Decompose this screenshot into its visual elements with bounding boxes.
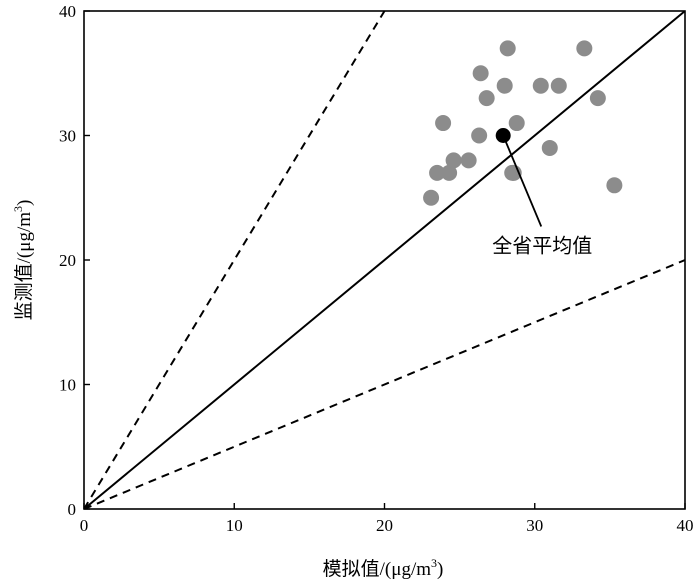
data-point-18 [589,90,606,107]
reference-line-dashed-1 [84,11,386,509]
data-point-8 [478,90,495,107]
highlight-label: 全省平均值 [492,234,592,258]
highlight-point [495,128,511,143]
reference-line-dashed-2 [84,259,685,509]
data-points [423,40,623,206]
x-axis-title: 模拟值/(μg/m3) [323,556,444,580]
data-point-14 [532,77,549,94]
data-point-0 [423,189,440,206]
data-point-15 [541,139,558,156]
data-point-4 [445,152,462,169]
reference-line-solid-0 [84,11,685,509]
data-point-16 [550,77,567,94]
x-tick-label-3: 30 [526,516,543,535]
data-point-3 [441,164,458,181]
data-point-7 [472,65,489,82]
data-point-9 [496,77,513,94]
x-tick-label-0: 0 [80,516,89,535]
x-tick-label-1: 10 [226,516,243,535]
highlight-annotation: 全省平均值 [492,128,592,258]
x-tick-label-4: 40 [677,516,694,535]
x-axis-ticks: 0 10 20 30 40 [80,503,694,535]
y-tick-label-2: 20 [59,251,76,270]
y-tick-label-1: 10 [59,376,76,395]
annotation-leader-line [502,135,543,227]
data-point-2 [435,115,452,132]
data-point-6 [471,127,488,144]
y-tick-label-4: 40 [59,2,76,21]
reference-lines [84,11,685,509]
data-point-5 [460,152,477,169]
data-point-19 [606,177,623,194]
y-tick-label-0: 0 [68,500,77,519]
data-point-13 [508,115,525,132]
y-axis-ticks: 0 10 20 30 40 [59,2,90,519]
y-axis-title: 监测值/(μg/m3) [11,200,35,321]
data-point-1 [429,164,446,181]
data-point-17 [576,40,593,57]
data-point-10 [499,40,516,57]
x-tick-label-2: 20 [376,516,393,535]
y-tick-label-3: 30 [59,127,76,146]
